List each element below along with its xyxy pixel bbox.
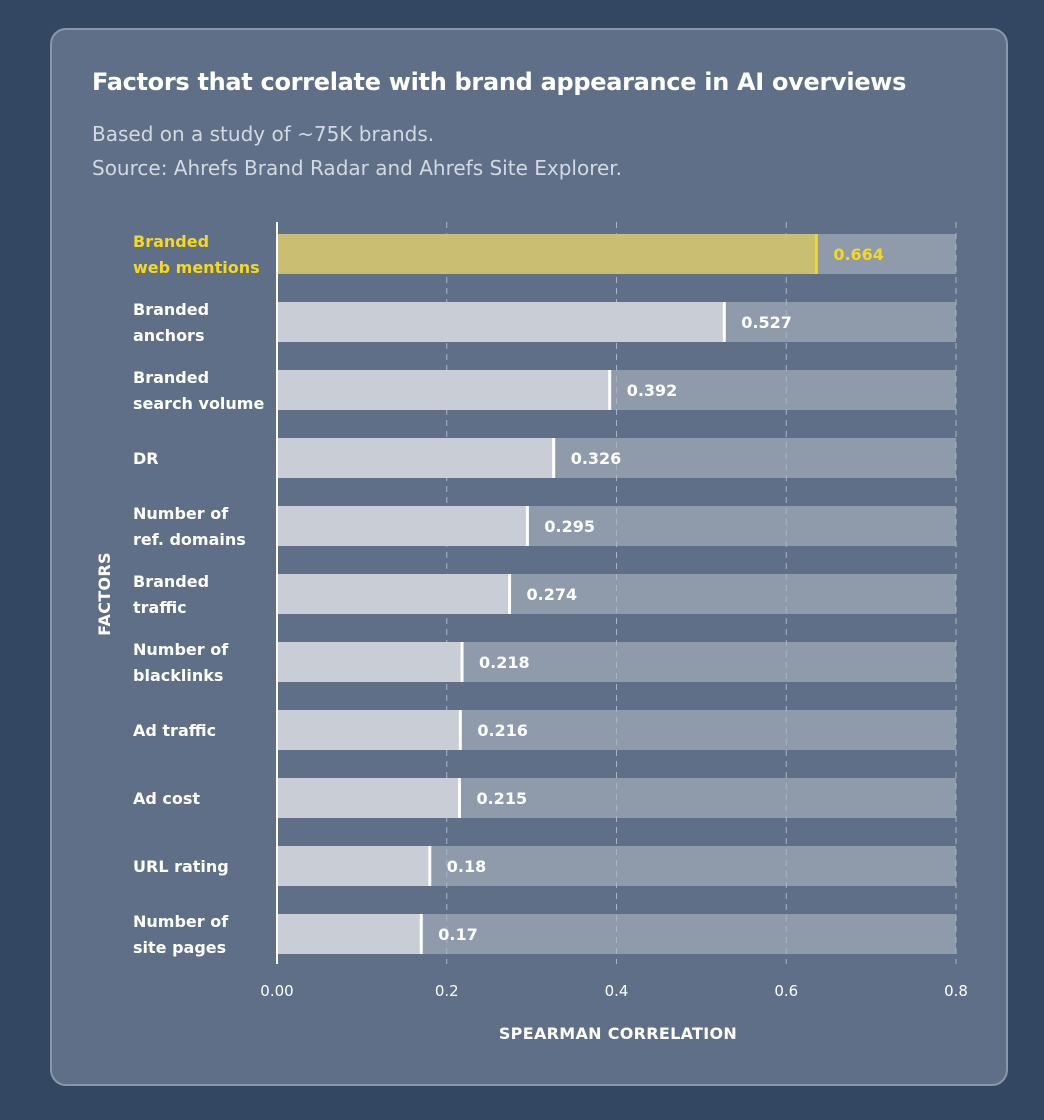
- chart-card: Factors that correlate with brand appear…: [50, 28, 1008, 1086]
- category-label: Number of: [133, 504, 229, 523]
- bar: [277, 370, 610, 410]
- bar: [277, 846, 430, 886]
- bar-end-marker: [525, 506, 529, 546]
- bar: [277, 302, 725, 342]
- x-tick-label: 0.8: [944, 982, 968, 1000]
- category-label: Number of: [133, 912, 229, 931]
- data-label: 0.664: [833, 245, 884, 264]
- category-label: Branded: [133, 368, 209, 387]
- x-tick-label: 0.2: [435, 982, 459, 1000]
- bar-end-marker: [458, 710, 462, 750]
- category-label: ref. domains: [133, 530, 246, 549]
- category-label: Branded: [133, 232, 209, 251]
- category-label: Ad cost: [133, 789, 200, 808]
- bar: [277, 710, 461, 750]
- category-label: Number of: [133, 640, 229, 659]
- bar-end-marker: [608, 370, 612, 410]
- category-label: DR: [133, 449, 159, 468]
- bar-end-marker: [428, 846, 432, 886]
- chart-title: Factors that correlate with brand appear…: [92, 68, 907, 96]
- category-label: URL rating: [133, 857, 229, 876]
- data-label: 0.216: [477, 721, 528, 740]
- category-label: traffic: [133, 598, 187, 617]
- category-label: site pages: [133, 938, 226, 957]
- bar: [277, 438, 554, 478]
- bar-end-marker: [508, 574, 512, 614]
- data-label: 0.274: [527, 585, 578, 604]
- data-label: 0.392: [627, 381, 678, 400]
- category-label: Ad traffic: [133, 721, 216, 740]
- bar: [277, 778, 460, 818]
- x-tick-label: 0.6: [774, 982, 798, 1000]
- category-label: search volume: [133, 394, 264, 413]
- data-label: 0.218: [479, 653, 530, 672]
- chart-subtitle-source: Source: Ahrefs Brand Radar and Ahrefs Si…: [92, 156, 623, 180]
- bar-end-marker: [552, 438, 556, 478]
- bar: [277, 642, 463, 682]
- data-label: 0.527: [741, 313, 792, 332]
- x-tick-label: 0.4: [605, 982, 629, 1000]
- category-label: Branded: [133, 300, 209, 319]
- data-label: 0.17: [438, 925, 477, 944]
- bar-end-marker: [722, 302, 726, 342]
- bar: [277, 914, 422, 954]
- x-axis-title: SPEARMAN CORRELATION: [499, 1024, 737, 1043]
- bar-end-marker: [419, 914, 423, 954]
- data-label: 0.215: [476, 789, 527, 808]
- chart-subtitle-study: Based on a study of ~75K brands.: [92, 122, 435, 146]
- data-label: 0.326: [571, 449, 622, 468]
- y-axis-title: FACTORS: [95, 552, 114, 636]
- bar: [277, 506, 528, 546]
- bar-end-marker: [457, 778, 461, 818]
- bar-end-marker: [460, 642, 464, 682]
- category-label: Branded: [133, 572, 209, 591]
- x-tick-label: 0.00: [260, 982, 293, 1000]
- category-label: web mentions: [133, 258, 260, 277]
- bar: [277, 234, 817, 274]
- bar-end-marker: [814, 234, 818, 274]
- category-label: blacklinks: [133, 666, 223, 685]
- bar: [277, 574, 510, 614]
- category-label: anchors: [133, 326, 204, 345]
- data-label: 0.295: [544, 517, 595, 536]
- data-label: 0.18: [447, 857, 486, 876]
